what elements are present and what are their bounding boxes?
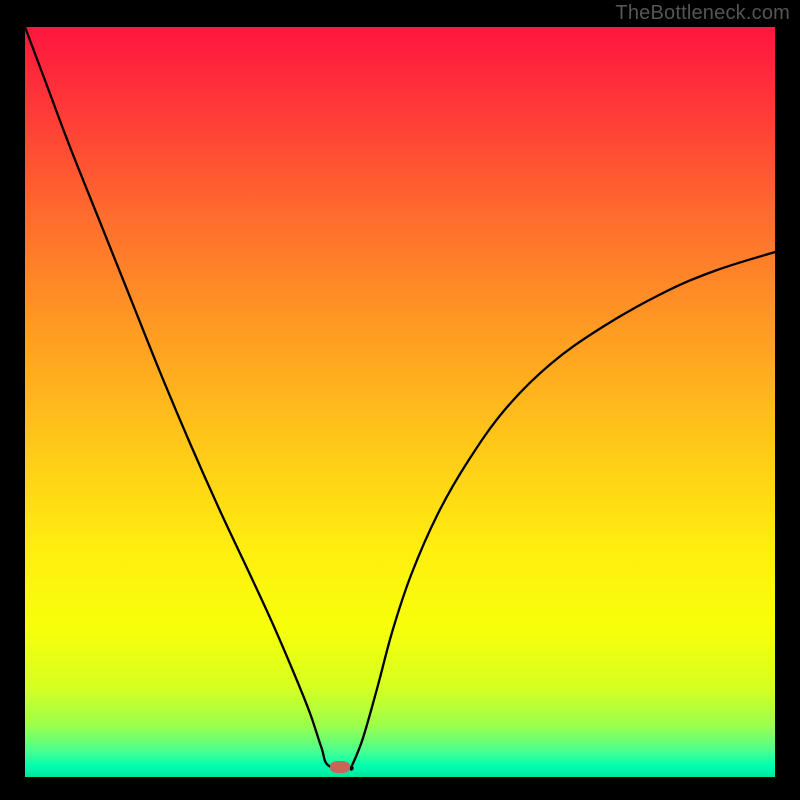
plot-area xyxy=(25,27,775,777)
bottleneck-curve xyxy=(25,27,775,777)
minimum-marker xyxy=(330,761,350,773)
curve-path xyxy=(25,27,775,770)
watermark-text: TheBottleneck.com xyxy=(615,2,790,25)
